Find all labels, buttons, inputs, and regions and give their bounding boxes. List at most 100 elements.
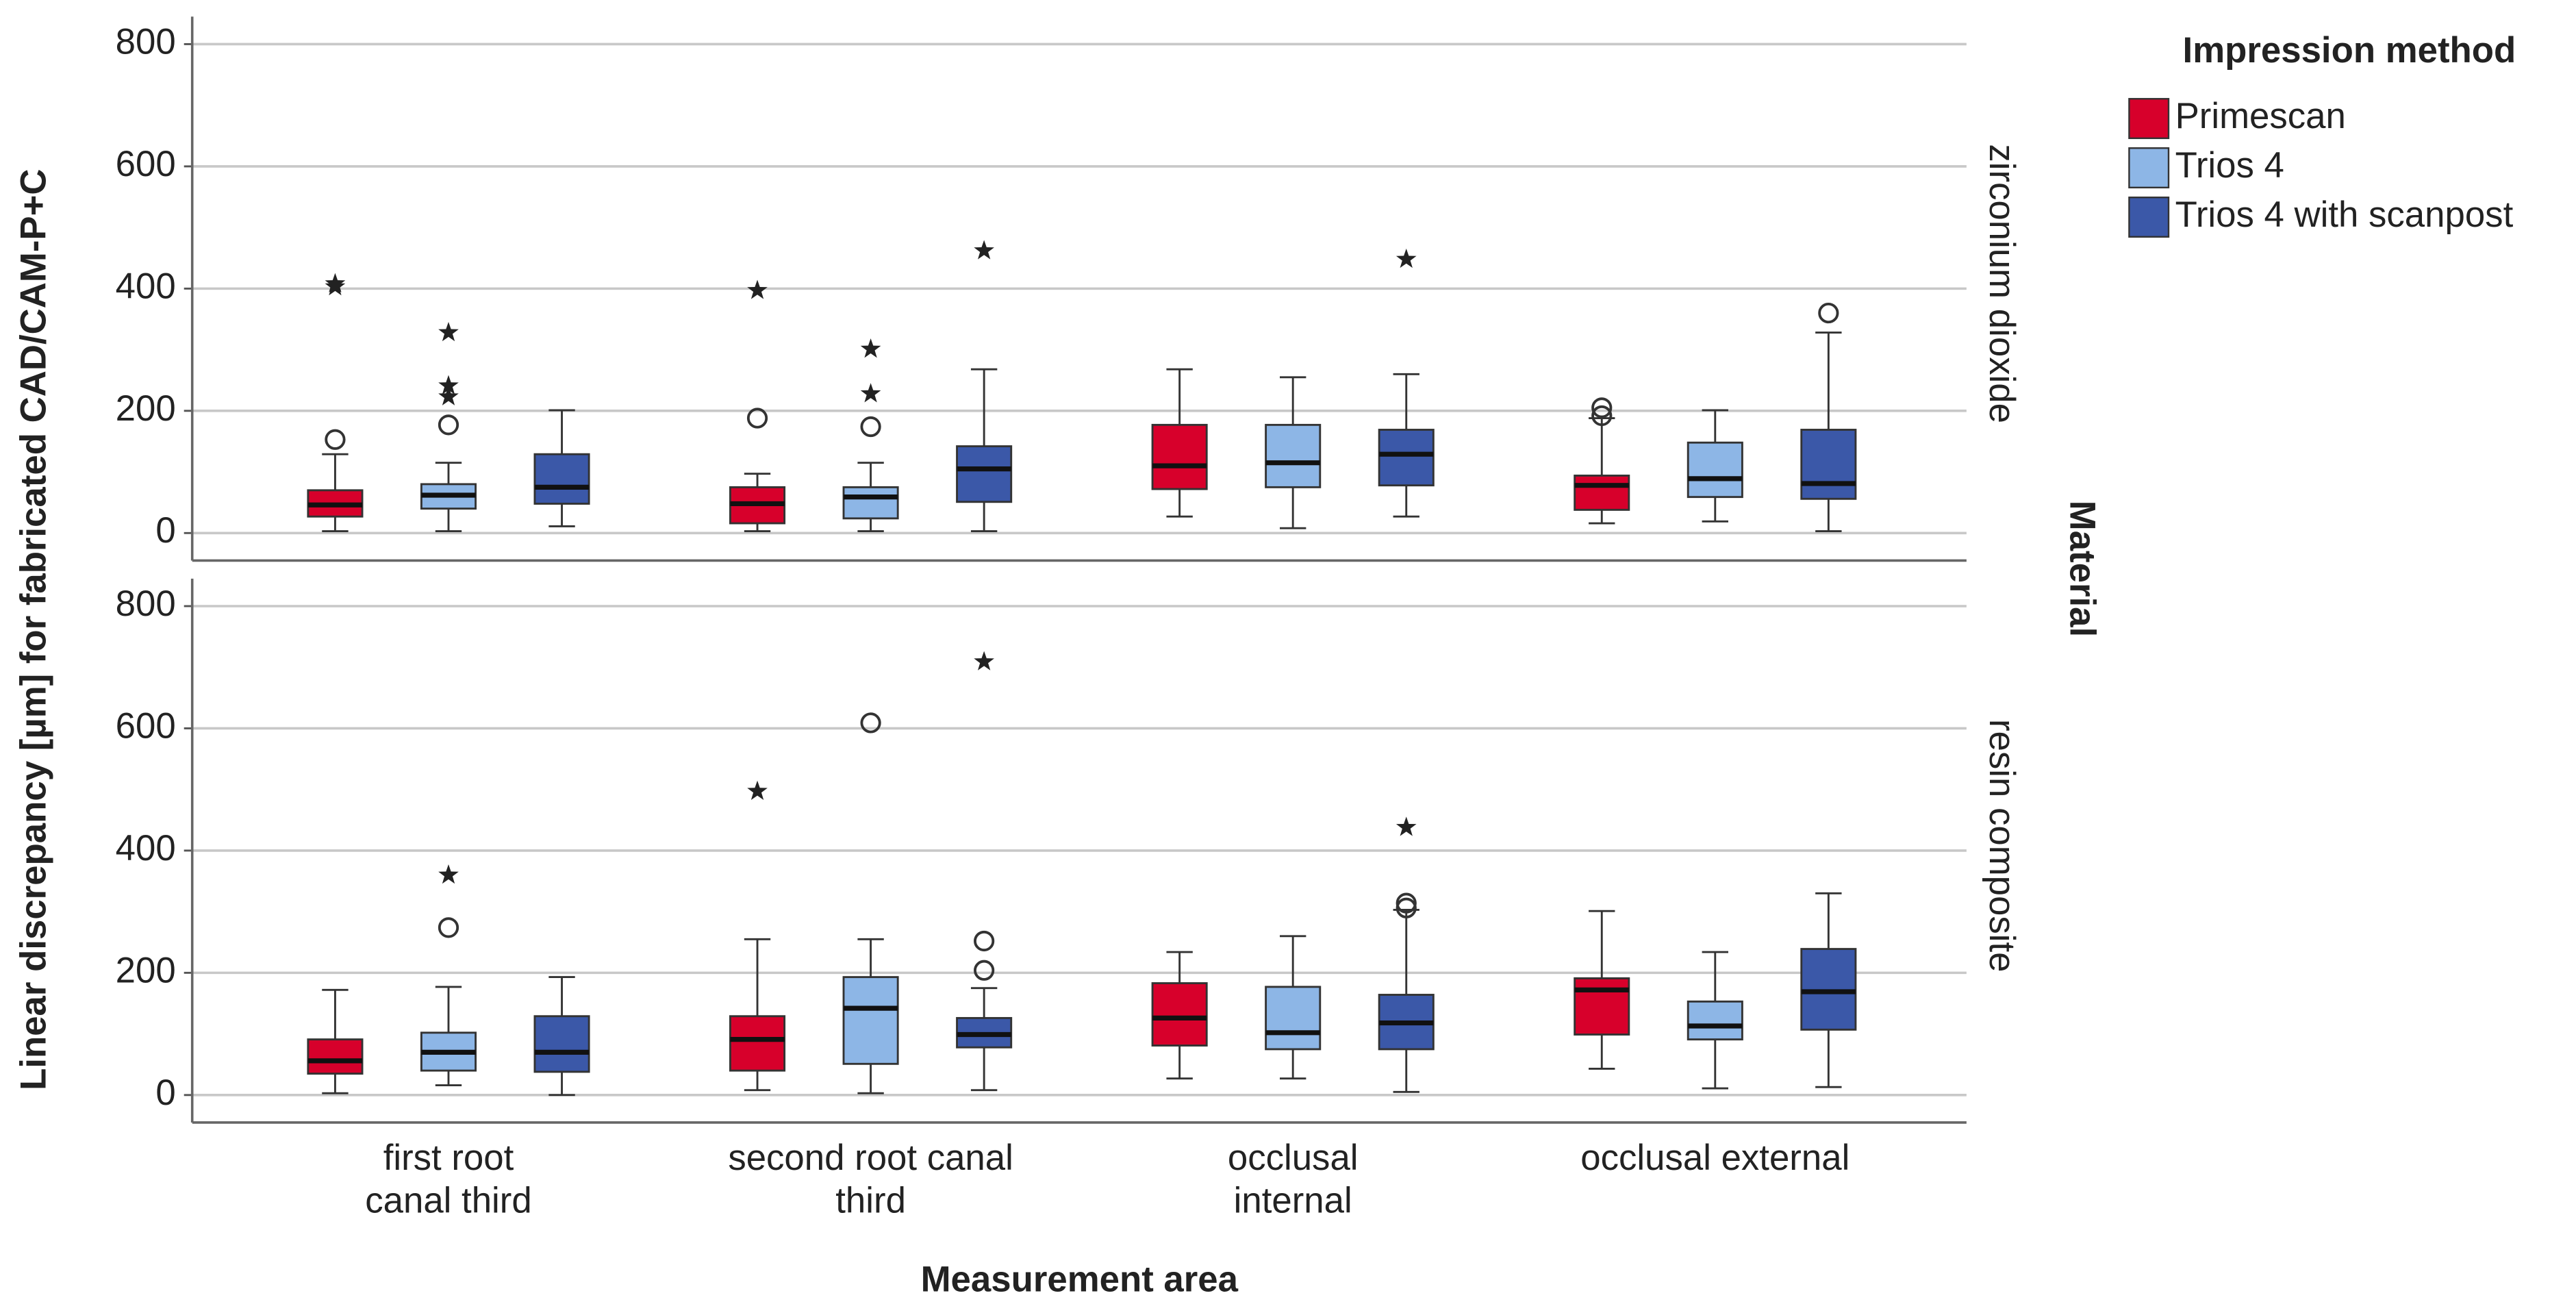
- box-body: [842, 486, 899, 520]
- x-tick-label: occlusal internal: [1228, 1138, 1359, 1220]
- box: [533, 409, 590, 527]
- extreme: [860, 383, 881, 403]
- box-body: [1800, 429, 1857, 500]
- x-tick-line: occlusal: [1228, 1138, 1359, 1178]
- box-body: [1151, 982, 1208, 1047]
- box-body: [1265, 986, 1322, 1051]
- x-tick-line: third: [835, 1180, 906, 1220]
- box-body: [1687, 441, 1743, 499]
- box-body: [729, 1015, 786, 1072]
- legend-label: Trios 4 with scanpost: [2175, 195, 2514, 235]
- box: [420, 864, 477, 1086]
- box: [1151, 368, 1208, 518]
- legend-label: Primescan: [2175, 96, 2346, 136]
- y-tick-label: 600: [116, 144, 176, 184]
- x-tick-line: occlusal external: [1580, 1138, 1849, 1178]
- box: [533, 976, 590, 1097]
- box: [1574, 397, 1630, 525]
- legend-swatch: [2128, 197, 2170, 238]
- extreme: [438, 375, 459, 394]
- y-tick-label: 400: [116, 828, 176, 868]
- box: [1378, 248, 1435, 518]
- outlier: [1818, 302, 1839, 324]
- outlier: [325, 429, 346, 450]
- box: [842, 712, 899, 1094]
- outlier: [1591, 397, 1613, 418]
- y-tick-label: 0: [155, 510, 175, 551]
- box: [1687, 951, 1743, 1090]
- y-tick-label: 200: [116, 388, 176, 429]
- box-body: [533, 453, 590, 505]
- panel-label: resin composite: [1982, 719, 2022, 973]
- legend-swatch: [2128, 147, 2170, 189]
- box: [1687, 409, 1743, 523]
- extreme: [974, 651, 994, 671]
- y-axis-title: Linear discrepancy [µm] for fabricated C…: [14, 169, 54, 1090]
- x-axis-title: Measurement area: [921, 1260, 1239, 1300]
- box-body: [307, 1038, 364, 1075]
- box: [1265, 935, 1322, 1080]
- box-body: [533, 1015, 590, 1073]
- facet-title: Material: [2062, 501, 2102, 637]
- box: [956, 651, 1013, 1092]
- y-tick-label: 0: [155, 1073, 175, 1113]
- outlier: [1396, 897, 1417, 918]
- box-body: [1378, 429, 1435, 487]
- legend-swatch: [2128, 98, 2170, 140]
- outlier: [438, 917, 459, 938]
- extreme: [1396, 248, 1417, 268]
- outlier: [860, 712, 881, 734]
- extreme: [438, 864, 459, 884]
- box-body: [1574, 474, 1630, 511]
- y-tick-label: 800: [116, 584, 176, 624]
- panel-label: zirconium dioxide: [1982, 144, 2022, 423]
- box: [420, 322, 477, 533]
- box-body: [1265, 423, 1322, 488]
- y-tick-label: 800: [116, 21, 176, 62]
- outlier: [438, 414, 459, 436]
- extreme: [325, 276, 346, 296]
- box: [956, 240, 1013, 533]
- box: [729, 279, 786, 533]
- box: [1574, 910, 1630, 1070]
- extreme: [438, 322, 459, 342]
- x-tick-label: first root canal third: [365, 1138, 531, 1220]
- legend-label: Trios 4: [2175, 145, 2284, 186]
- box: [307, 273, 364, 533]
- box: [1800, 892, 1857, 1088]
- box: [729, 780, 786, 1092]
- x-tick-line: first root: [383, 1138, 514, 1178]
- box: [307, 988, 364, 1094]
- extreme: [1396, 816, 1417, 836]
- box: [1151, 951, 1208, 1080]
- y-tick-label: 600: [116, 705, 176, 746]
- extreme: [860, 338, 881, 358]
- outlier: [974, 960, 995, 981]
- extreme: [747, 780, 768, 800]
- x-tick-line: internal: [1234, 1180, 1352, 1220]
- y-tick-label: 200: [116, 950, 176, 990]
- extreme: [438, 386, 459, 405]
- box-body: [1687, 1000, 1743, 1041]
- box: [842, 338, 899, 533]
- x-tick-line: canal third: [365, 1180, 531, 1220]
- box-body: [842, 976, 899, 1065]
- outlier: [860, 416, 881, 438]
- box: [1800, 302, 1857, 533]
- outlier: [1591, 405, 1613, 427]
- x-tick-label: occlusal external: [1580, 1138, 1849, 1178]
- x-tick-line: second root canal: [728, 1138, 1013, 1178]
- box-body: [1151, 423, 1208, 490]
- legend-title: Impression method: [2183, 30, 2516, 71]
- extreme: [747, 279, 768, 299]
- box: [1378, 816, 1435, 1093]
- outlier: [974, 930, 995, 952]
- y-tick-label: 400: [116, 266, 176, 306]
- x-tick-label: second root canal third: [728, 1138, 1013, 1220]
- extreme: [974, 240, 994, 260]
- box-body: [1574, 977, 1630, 1036]
- box: [1265, 376, 1322, 529]
- box-body: [956, 445, 1013, 503]
